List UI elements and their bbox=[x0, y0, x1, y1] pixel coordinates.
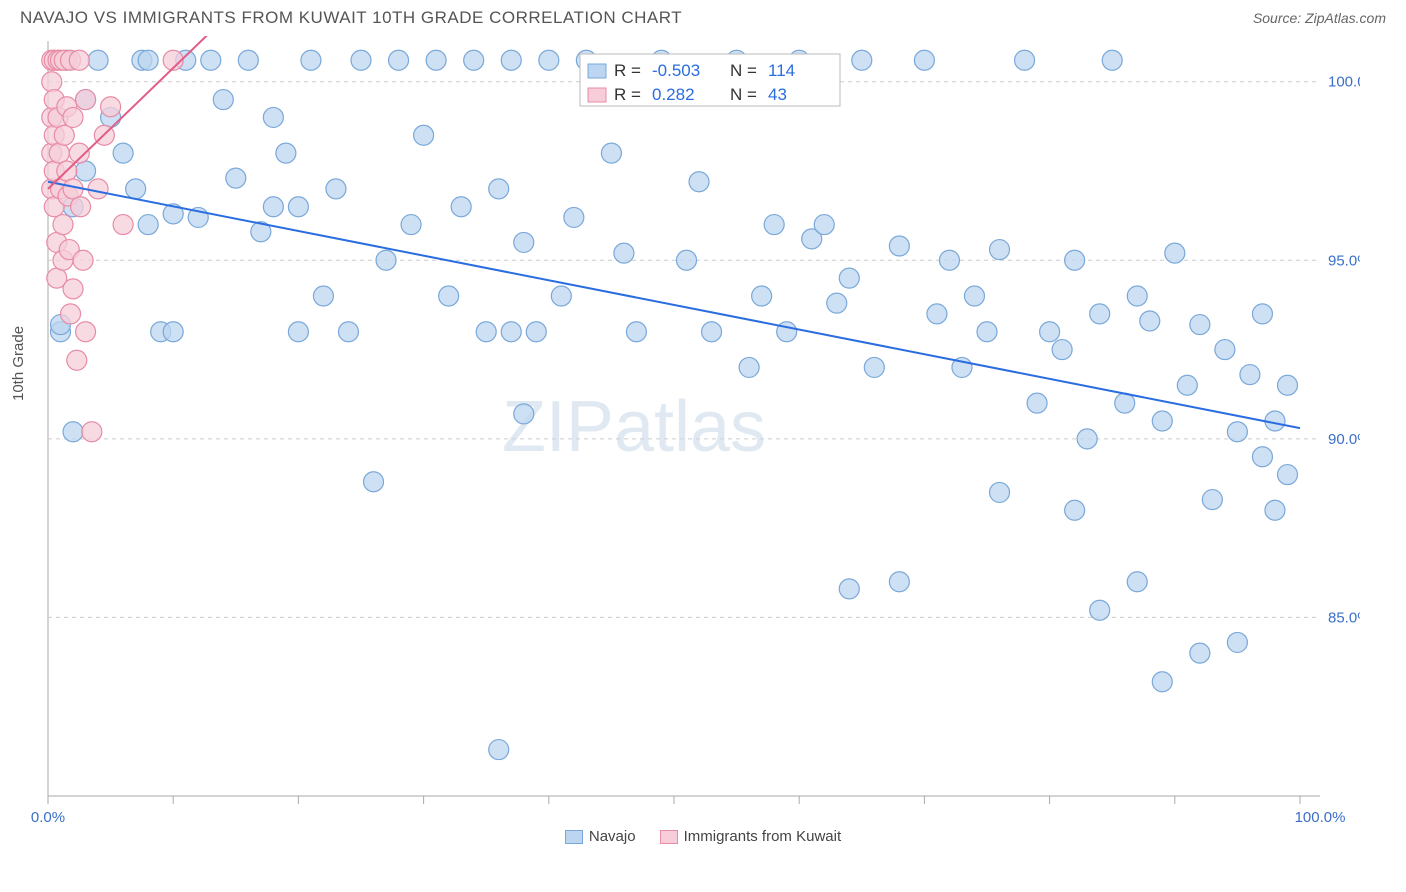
svg-text:N =: N = bbox=[730, 61, 757, 80]
chart-title: NAVAJO VS IMMIGRANTS FROM KUWAIT 10TH GR… bbox=[20, 8, 682, 28]
chart-source: Source: ZipAtlas.com bbox=[1253, 10, 1386, 26]
svg-text:0.282: 0.282 bbox=[652, 85, 695, 104]
svg-text:85.0%: 85.0% bbox=[1328, 609, 1360, 626]
chart-legend: Navajo Immigrants from Kuwait bbox=[20, 828, 1386, 845]
legend-item: Immigrants from Kuwait bbox=[660, 828, 842, 845]
scatter-chart: 85.0% 90.0% 95.0% 100.0% 0.0% 100.0% ZIPatlas R… bbox=[20, 36, 1360, 826]
svg-text:90.0%: 90.0% bbox=[1328, 431, 1360, 448]
legend-swatch bbox=[565, 830, 583, 844]
svg-text:43: 43 bbox=[768, 85, 787, 104]
chart-header: NAVAJO VS IMMIGRANTS FROM KUWAIT 10TH GR… bbox=[0, 0, 1406, 32]
svg-text:-0.503: -0.503 bbox=[652, 61, 700, 80]
legend-swatch bbox=[660, 830, 678, 844]
svg-text:114: 114 bbox=[768, 61, 795, 80]
legend-label: Immigrants from Kuwait bbox=[684, 828, 842, 845]
svg-text:0.0%: 0.0% bbox=[31, 809, 65, 826]
svg-text:100.0%: 100.0% bbox=[1328, 74, 1360, 91]
legend-item: Navajo bbox=[565, 828, 636, 845]
y-axis-label: 10th Grade bbox=[10, 325, 27, 400]
svg-text:95.0%: 95.0% bbox=[1328, 252, 1360, 269]
svg-text:100.0%: 100.0% bbox=[1295, 809, 1346, 826]
svg-text:R =: R = bbox=[614, 61, 641, 80]
svg-text:N =: N = bbox=[730, 85, 757, 104]
legend-label: Navajo bbox=[589, 828, 636, 845]
chart-container: 10th Grade 85.0%90.0%95.0%100.0%0.0%100.… bbox=[20, 36, 1386, 845]
svg-text:R =: R = bbox=[614, 85, 641, 104]
svg-text:ZIPatlas: ZIPatlas bbox=[502, 387, 766, 467]
